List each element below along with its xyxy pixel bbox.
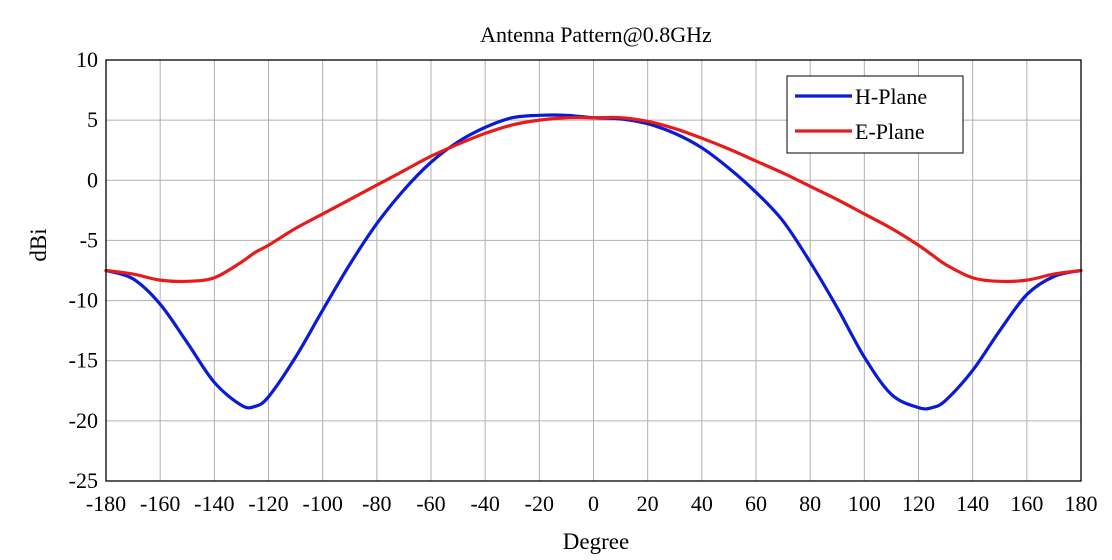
x-tick-label: 80: [799, 491, 821, 516]
x-tick-label: -60: [416, 491, 445, 516]
y-tick-label: -10: [69, 288, 98, 313]
plot-border: [105, 59, 1082, 482]
x-tick-label: -140: [194, 491, 234, 516]
y-tick-label: -5: [80, 227, 98, 252]
x-tick-label: 180: [1065, 491, 1098, 516]
x-tick-label: -160: [140, 491, 180, 516]
y-tick-label: -15: [69, 348, 98, 373]
x-tick-label: -120: [248, 491, 288, 516]
y-tick-label: -25: [69, 468, 98, 493]
x-axis-label: Degree: [563, 529, 629, 554]
x-tick-label: 20: [637, 491, 659, 516]
legend-label: E-Plane: [855, 119, 925, 144]
x-tick-label: -20: [525, 491, 554, 516]
chart-title: Antenna Pattern@0.8GHz: [480, 22, 712, 47]
legend-box: [786, 75, 964, 154]
x-tick-label: -80: [362, 491, 391, 516]
x-tick-label: 100: [848, 491, 881, 516]
legend: H-Plane E-Plane: [786, 75, 964, 154]
y-tick-labels: 10 5 0 -5 -10 -15 -20 -25: [69, 47, 98, 493]
e-plane-line: [104, 115, 1083, 284]
legend-label: H-Plane: [855, 84, 927, 109]
y-tick-label: 0: [87, 167, 98, 192]
x-tick-label: 60: [745, 491, 767, 516]
y-tick-label: 10: [76, 47, 98, 72]
x-tick-labels: -180 -160 -140 -120 -100 -80 -60 -40 -20 0 20 40 60 8…: [86, 491, 1098, 516]
y-axis-label: dBi: [26, 228, 51, 261]
series-layer: [104, 113, 1083, 411]
y-tick-label: 5: [87, 107, 98, 132]
x-tick-label: 160: [1010, 491, 1043, 516]
x-tick-label: 40: [691, 491, 713, 516]
grid-layer: [106, 60, 1081, 481]
x-tick-label: -180: [86, 491, 126, 516]
x-tick-label: 120: [902, 491, 935, 516]
x-tick-label: -40: [471, 491, 500, 516]
x-tick-label: 0: [588, 491, 599, 516]
x-tick-label: 140: [956, 491, 989, 516]
y-tick-label: -20: [69, 408, 98, 433]
x-tick-label: -100: [303, 491, 343, 516]
